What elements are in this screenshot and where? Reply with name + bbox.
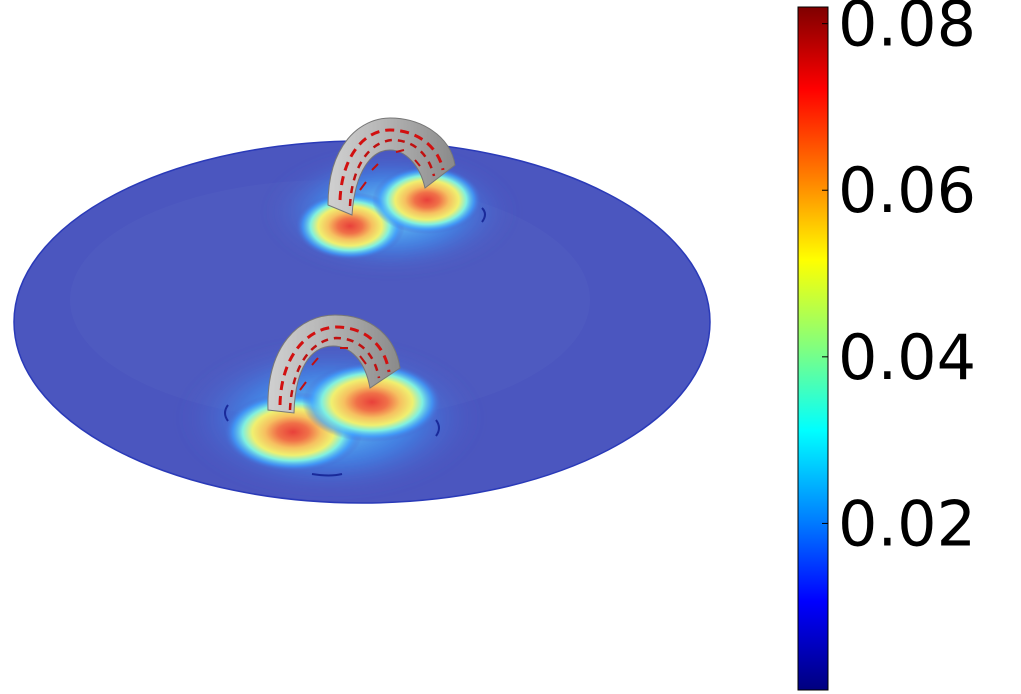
lower-coil-field <box>180 340 480 496</box>
colorbar-gradient <box>797 6 829 691</box>
upper-coil-field <box>265 150 515 274</box>
lower-hotspot-right <box>302 362 442 442</box>
colorbar-tick-label: 0.08 <box>838 0 976 61</box>
upper-arch-coil <box>327 117 456 216</box>
upper-hotspot-right <box>372 166 482 234</box>
colorbar: 0.08 0.06 0.04 0.02 <box>797 0 976 691</box>
colorbar-tick-label: 0.02 <box>838 487 976 560</box>
colorbar-tick-label: 0.06 <box>838 154 976 227</box>
colorbar-tick-label: 0.04 <box>838 321 976 394</box>
lower-arch-coil <box>267 314 401 414</box>
